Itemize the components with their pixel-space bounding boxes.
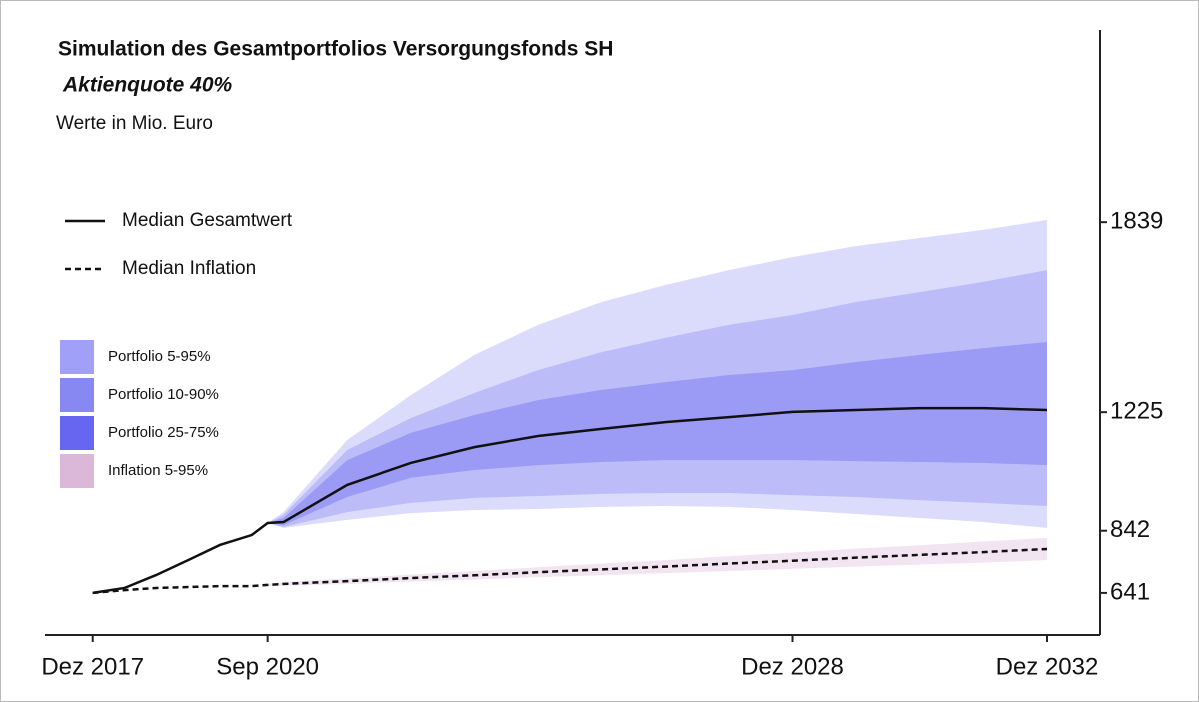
y-tick-label: 641 <box>1110 578 1150 605</box>
line <box>92 547 1048 595</box>
legend-label: Median Inflation <box>122 258 256 279</box>
x-tick-label: Dez 2017 <box>41 653 144 680</box>
y-tick-label: 1225 <box>1110 398 1163 425</box>
plot-area <box>92 220 1048 595</box>
legend-swatch <box>60 340 94 374</box>
band <box>267 537 1047 586</box>
legend-label: Portfolio 5-95% <box>108 348 211 365</box>
legend-label: Median Gesamtwert <box>122 210 293 231</box>
legend-label: Portfolio 10-90% <box>108 386 219 403</box>
legend-label: Inflation 5-95% <box>108 462 208 479</box>
x-tick-label: Sep 2020 <box>216 653 319 680</box>
band <box>267 270 1047 527</box>
legend-swatch <box>60 416 94 450</box>
y-tick-label: 842 <box>1110 516 1150 543</box>
legend-swatch <box>60 378 94 412</box>
chart-title: Simulation des Gesamtportfolios Versorgu… <box>58 38 613 61</box>
line <box>92 406 1048 595</box>
band <box>267 341 1047 526</box>
legend-swatch <box>60 454 94 488</box>
x-tick-label: Dez 2028 <box>741 653 844 680</box>
x-tick-label: Dez 2032 <box>996 653 1099 680</box>
unit-note: Werte in Mio. Euro <box>56 113 213 134</box>
chart-subtitle: Aktienquote 40% <box>62 74 233 97</box>
y-tick-label: 1839 <box>1110 208 1163 235</box>
legend-label: Portfolio 25-75% <box>108 424 219 441</box>
